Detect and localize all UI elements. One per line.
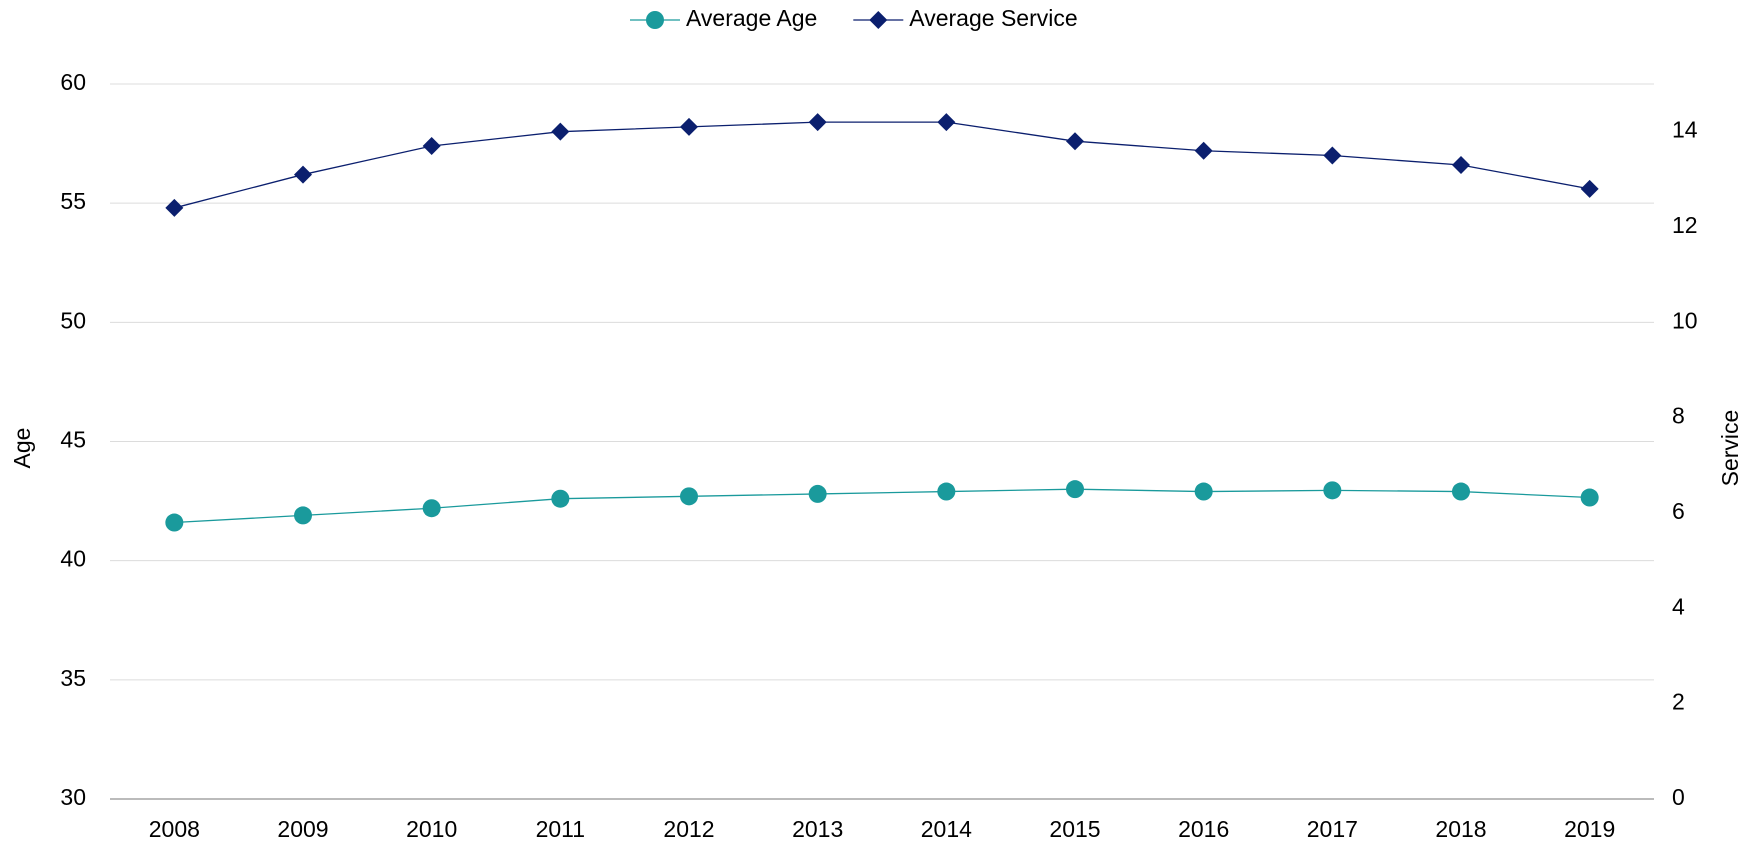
point	[808, 113, 827, 132]
x-tick-label: 2018	[1435, 816, 1486, 842]
series-line	[174, 121, 1590, 209]
y-tick-label: 35	[60, 665, 86, 691]
point	[680, 487, 698, 506]
x-tick-label: 2012	[663, 816, 714, 842]
y2-tick-label: 4	[1672, 593, 1685, 619]
point	[1580, 488, 1599, 507]
legend-item: Average Age	[630, 5, 817, 31]
point	[422, 136, 441, 155]
y-tick-label: 40	[60, 546, 86, 572]
y2-axis-label: Service	[1717, 410, 1743, 487]
x-tick-label: 2017	[1307, 816, 1358, 842]
legend-marker	[869, 11, 888, 29]
y2-tick-label: 8	[1672, 403, 1685, 429]
legend-item: Average Service	[853, 5, 1078, 31]
point	[294, 506, 312, 525]
legend-marker	[646, 11, 664, 29]
y2-tick-label: 2	[1672, 689, 1685, 715]
point	[1580, 179, 1599, 198]
y-tick-label: 55	[60, 188, 86, 214]
y-tick-label: 50	[60, 307, 86, 333]
point	[1066, 480, 1084, 499]
point	[422, 499, 441, 518]
x-tick-label: 2014	[921, 816, 972, 842]
point	[1452, 482, 1470, 501]
y2-tick-label: 14	[1672, 117, 1698, 143]
y-tick-label: 45	[60, 427, 86, 453]
y-axis-label: Age	[9, 428, 35, 469]
point	[551, 489, 570, 508]
point	[1066, 132, 1084, 151]
point	[165, 513, 184, 532]
y-tick-label: 30	[60, 784, 86, 810]
point	[1194, 482, 1213, 501]
point	[294, 165, 312, 184]
x-tick-label: 2019	[1564, 816, 1615, 842]
x-tick-label: 2010	[406, 816, 457, 842]
point	[937, 482, 956, 501]
point	[1323, 146, 1342, 165]
point	[165, 198, 184, 217]
point	[680, 117, 698, 136]
x-tick-label: 2011	[536, 816, 585, 842]
point	[1452, 156, 1470, 175]
point	[937, 113, 956, 132]
legend-label: Average Age	[686, 5, 817, 31]
x-tick-label: 2015	[1049, 816, 1100, 842]
x-tick-label: 2009	[277, 816, 328, 842]
point	[1194, 141, 1213, 160]
x-tick-label: 2008	[149, 816, 200, 842]
legend-label: Average Service	[909, 5, 1077, 31]
y2-tick-label: 12	[1672, 212, 1698, 238]
point	[1323, 481, 1342, 500]
y2-tick-label: 10	[1672, 307, 1698, 333]
series-line	[174, 488, 1590, 524]
point	[551, 122, 570, 141]
y2-tick-label: 0	[1672, 784, 1685, 810]
x-tick-label: 2016	[1178, 816, 1229, 842]
point	[808, 484, 827, 503]
y-tick-label: 60	[60, 69, 86, 95]
y2-tick-label: 6	[1672, 498, 1685, 524]
x-tick-label: 2013	[792, 816, 843, 842]
